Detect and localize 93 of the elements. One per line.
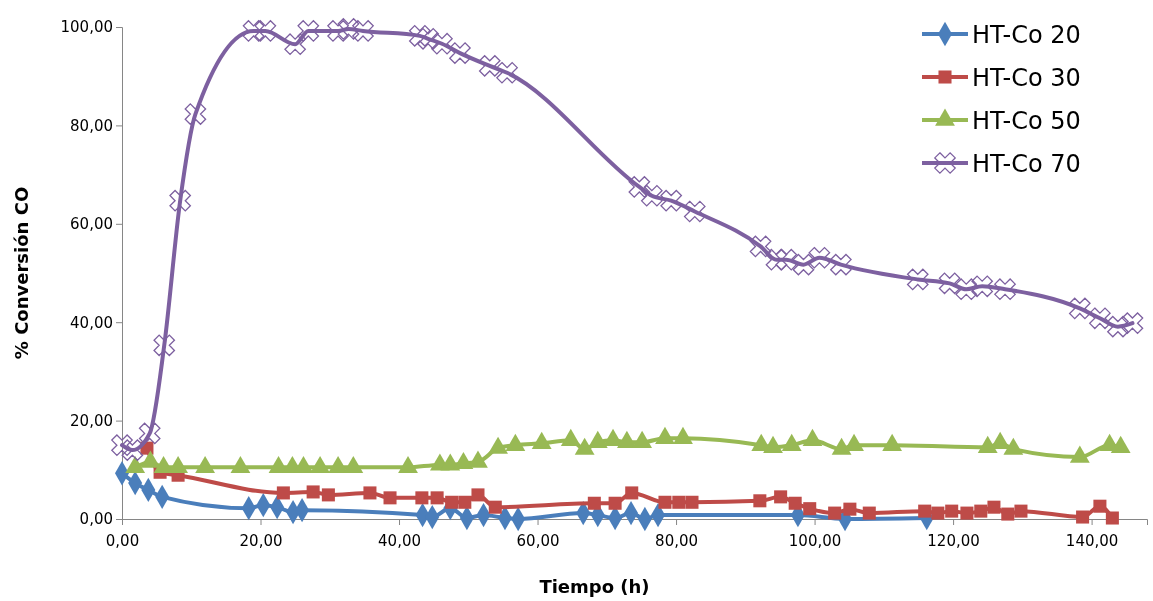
x-tick-label: 80,00 bbox=[655, 532, 699, 550]
point bbox=[792, 253, 815, 276]
point bbox=[415, 491, 429, 505]
point bbox=[803, 502, 817, 516]
point bbox=[628, 176, 651, 198]
y-tick-label: 80,00 bbox=[70, 116, 113, 135]
point bbox=[284, 33, 306, 56]
point bbox=[321, 488, 335, 502]
point bbox=[337, 18, 360, 40]
point bbox=[587, 496, 601, 510]
point bbox=[496, 61, 518, 84]
point bbox=[658, 495, 672, 509]
point bbox=[753, 494, 767, 508]
point bbox=[1093, 499, 1107, 513]
point bbox=[431, 32, 453, 55]
point bbox=[660, 189, 683, 212]
point bbox=[683, 200, 706, 223]
point bbox=[862, 506, 876, 520]
x-tick-label: 0,00 bbox=[105, 532, 140, 550]
point bbox=[945, 504, 959, 518]
point bbox=[1014, 504, 1028, 518]
x-tick-label: 120,00 bbox=[927, 532, 980, 550]
point bbox=[242, 20, 265, 42]
point bbox=[938, 272, 961, 295]
point bbox=[488, 500, 502, 514]
x-tick-label: 40,00 bbox=[378, 532, 421, 550]
point bbox=[788, 496, 802, 510]
point bbox=[974, 504, 988, 518]
point bbox=[765, 248, 788, 271]
point bbox=[808, 246, 831, 269]
legend-label: HT-Co 30 bbox=[972, 63, 1081, 92]
point bbox=[297, 20, 320, 42]
point bbox=[1105, 511, 1119, 525]
point bbox=[254, 20, 277, 42]
point bbox=[153, 334, 176, 357]
point bbox=[327, 20, 349, 42]
point bbox=[775, 248, 798, 271]
x-tick-label: 100,00 bbox=[788, 532, 842, 550]
point bbox=[918, 504, 932, 518]
point bbox=[828, 506, 842, 520]
point bbox=[774, 490, 788, 504]
point bbox=[306, 485, 320, 499]
point bbox=[417, 27, 439, 50]
y-tick-label: 100,00 bbox=[60, 18, 113, 37]
point bbox=[1107, 315, 1129, 338]
point bbox=[445, 495, 459, 509]
y-tick-label: 0,00 bbox=[79, 510, 113, 529]
point bbox=[672, 495, 686, 509]
x-tick-label: 20,00 bbox=[239, 532, 283, 550]
point bbox=[931, 506, 945, 520]
point bbox=[843, 502, 857, 516]
point bbox=[471, 488, 485, 502]
point bbox=[625, 486, 639, 500]
y-tick-label: 60,00 bbox=[70, 215, 113, 234]
legend-label: HT-Co 50 bbox=[972, 106, 1081, 135]
point bbox=[640, 184, 663, 207]
point bbox=[685, 495, 699, 509]
point bbox=[111, 434, 133, 457]
point bbox=[1089, 307, 1111, 330]
point bbox=[184, 103, 207, 125]
point bbox=[1121, 312, 1144, 335]
point bbox=[987, 500, 1001, 514]
point bbox=[276, 486, 290, 500]
point bbox=[458, 495, 472, 509]
point bbox=[121, 439, 144, 461]
point bbox=[830, 253, 852, 276]
point bbox=[408, 25, 431, 47]
point bbox=[971, 275, 994, 298]
y-tick-label: 40,00 bbox=[70, 313, 113, 332]
legend-label: HT-Co 20 bbox=[972, 20, 1081, 49]
point bbox=[169, 189, 192, 212]
point bbox=[363, 486, 377, 500]
point bbox=[608, 496, 622, 510]
x-axis-title: Tiempo (h) bbox=[539, 576, 650, 597]
x-tick-label: 140,00 bbox=[1065, 532, 1119, 550]
point bbox=[749, 235, 772, 258]
point bbox=[960, 506, 974, 520]
y-tick-label: 20,00 bbox=[70, 411, 113, 430]
legend-label: HT-Co 70 bbox=[972, 149, 1081, 178]
point bbox=[994, 278, 1016, 301]
y-axis-title: % Conversión CO bbox=[11, 186, 32, 360]
point bbox=[352, 20, 374, 42]
point bbox=[1076, 510, 1090, 524]
point bbox=[383, 491, 397, 505]
point bbox=[955, 278, 978, 301]
point bbox=[449, 42, 471, 64]
point bbox=[1001, 507, 1015, 521]
x-tick-label: 60,00 bbox=[516, 532, 560, 550]
point bbox=[478, 55, 501, 77]
point bbox=[430, 491, 444, 505]
point bbox=[138, 422, 161, 445]
point bbox=[906, 268, 929, 291]
point bbox=[1068, 297, 1091, 320]
